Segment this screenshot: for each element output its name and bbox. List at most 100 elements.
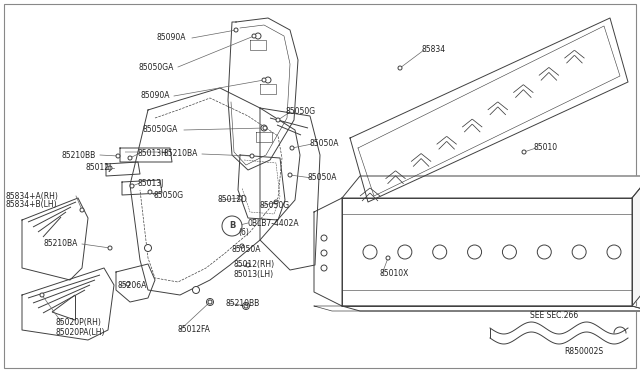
Circle shape bbox=[234, 224, 238, 228]
Polygon shape bbox=[256, 132, 272, 142]
Text: 85050G: 85050G bbox=[286, 108, 316, 116]
Circle shape bbox=[255, 33, 261, 39]
Text: 85210BB: 85210BB bbox=[226, 298, 260, 308]
Text: 85050A: 85050A bbox=[310, 140, 339, 148]
Text: 85013J: 85013J bbox=[138, 179, 164, 187]
Text: SEE SEC.266: SEE SEC.266 bbox=[530, 311, 579, 320]
Text: (6): (6) bbox=[238, 228, 249, 237]
Polygon shape bbox=[228, 18, 298, 170]
Text: 85012D: 85012D bbox=[218, 196, 248, 205]
Polygon shape bbox=[238, 155, 285, 220]
Circle shape bbox=[261, 125, 267, 131]
Circle shape bbox=[398, 66, 402, 70]
Polygon shape bbox=[22, 268, 114, 340]
Circle shape bbox=[502, 245, 516, 259]
Circle shape bbox=[145, 244, 152, 251]
Polygon shape bbox=[632, 176, 640, 306]
Polygon shape bbox=[342, 198, 632, 306]
Circle shape bbox=[321, 235, 327, 241]
Text: 85012FA: 85012FA bbox=[178, 326, 211, 334]
Text: 85050A: 85050A bbox=[308, 173, 337, 183]
Text: 85834: 85834 bbox=[422, 45, 446, 55]
Circle shape bbox=[252, 34, 256, 38]
Circle shape bbox=[321, 265, 327, 271]
Circle shape bbox=[572, 245, 586, 259]
Text: 85012(RH): 85012(RH) bbox=[234, 260, 275, 269]
Polygon shape bbox=[250, 40, 266, 50]
Text: 85210BA: 85210BA bbox=[164, 150, 198, 158]
Circle shape bbox=[240, 244, 244, 248]
Circle shape bbox=[222, 216, 242, 236]
Polygon shape bbox=[350, 18, 628, 202]
Text: 85050GA: 85050GA bbox=[139, 62, 174, 71]
Circle shape bbox=[433, 245, 447, 259]
Circle shape bbox=[243, 302, 250, 310]
Circle shape bbox=[263, 126, 267, 130]
Circle shape bbox=[538, 245, 551, 259]
Polygon shape bbox=[122, 180, 162, 195]
Text: 85050G: 85050G bbox=[260, 202, 290, 211]
Text: 85010: 85010 bbox=[534, 144, 558, 153]
Circle shape bbox=[207, 298, 214, 305]
Circle shape bbox=[363, 245, 377, 259]
Circle shape bbox=[238, 196, 242, 200]
Polygon shape bbox=[342, 176, 640, 198]
Circle shape bbox=[148, 190, 152, 194]
Circle shape bbox=[108, 166, 112, 170]
Circle shape bbox=[468, 245, 481, 259]
Circle shape bbox=[262, 78, 266, 82]
Circle shape bbox=[126, 282, 130, 286]
Text: 85050A: 85050A bbox=[232, 244, 262, 253]
Text: B: B bbox=[229, 221, 235, 231]
Circle shape bbox=[250, 154, 254, 158]
Circle shape bbox=[234, 28, 238, 32]
Text: R850002S: R850002S bbox=[564, 347, 603, 356]
Circle shape bbox=[208, 300, 212, 304]
Circle shape bbox=[290, 146, 294, 150]
Text: 85210BA: 85210BA bbox=[44, 240, 78, 248]
Text: 85020PA(LH): 85020PA(LH) bbox=[56, 327, 106, 337]
Circle shape bbox=[398, 245, 412, 259]
Text: 85090A: 85090A bbox=[157, 33, 186, 42]
Text: 0BLB7-4402A: 0BLB7-4402A bbox=[248, 218, 300, 228]
Circle shape bbox=[276, 118, 280, 122]
Polygon shape bbox=[314, 198, 342, 306]
Circle shape bbox=[522, 150, 526, 154]
Circle shape bbox=[128, 156, 132, 160]
Circle shape bbox=[193, 286, 200, 294]
Polygon shape bbox=[130, 88, 300, 295]
Circle shape bbox=[386, 256, 390, 260]
Polygon shape bbox=[260, 108, 320, 270]
Circle shape bbox=[274, 200, 278, 204]
Circle shape bbox=[246, 263, 250, 267]
Circle shape bbox=[244, 304, 248, 308]
Polygon shape bbox=[116, 264, 155, 302]
Circle shape bbox=[80, 208, 84, 212]
Polygon shape bbox=[314, 306, 640, 311]
Text: 85834+B(LH): 85834+B(LH) bbox=[6, 201, 58, 209]
Text: 85050G: 85050G bbox=[154, 192, 184, 201]
Circle shape bbox=[40, 293, 44, 297]
Circle shape bbox=[265, 77, 271, 83]
Text: 85013(LH): 85013(LH) bbox=[234, 269, 274, 279]
Circle shape bbox=[288, 173, 292, 177]
Polygon shape bbox=[342, 306, 640, 311]
Text: 85206A: 85206A bbox=[118, 282, 147, 291]
Circle shape bbox=[321, 250, 327, 256]
Text: 85050GA: 85050GA bbox=[143, 125, 178, 135]
Circle shape bbox=[607, 245, 621, 259]
Text: 85020P(RH): 85020P(RH) bbox=[56, 318, 102, 327]
Text: 85013H: 85013H bbox=[138, 148, 168, 157]
Text: 85090A: 85090A bbox=[141, 92, 170, 100]
Circle shape bbox=[130, 184, 134, 188]
Polygon shape bbox=[22, 198, 88, 280]
Polygon shape bbox=[260, 84, 276, 94]
Text: 85834+A(RH): 85834+A(RH) bbox=[6, 192, 59, 201]
Circle shape bbox=[116, 154, 120, 158]
Text: 85010X: 85010X bbox=[380, 269, 410, 279]
Text: 85012J: 85012J bbox=[86, 164, 112, 173]
Polygon shape bbox=[120, 148, 172, 162]
Polygon shape bbox=[106, 162, 140, 176]
Circle shape bbox=[108, 246, 112, 250]
Text: 85210BB: 85210BB bbox=[61, 151, 96, 160]
